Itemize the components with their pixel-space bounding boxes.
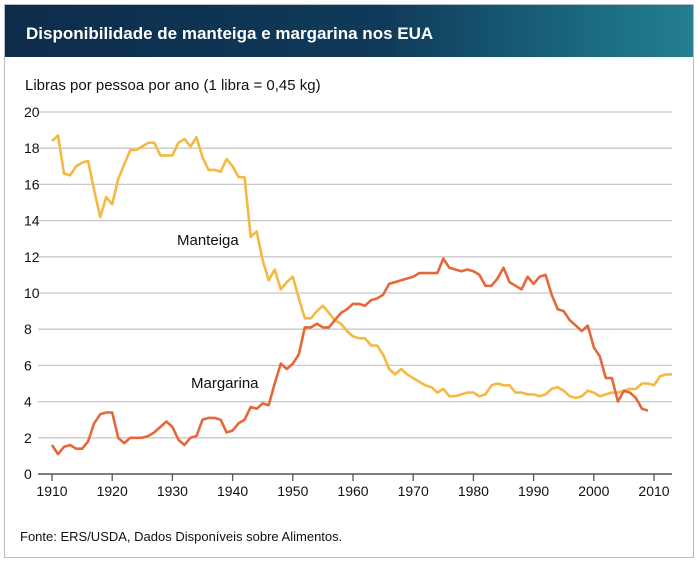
title-bar: Disponibilidade de manteiga e margarina … xyxy=(5,5,693,57)
x-tick-label: 1990 xyxy=(518,483,549,499)
chart-title: Disponibilidade de manteiga e margarina … xyxy=(26,24,434,43)
x-tick-label: 1970 xyxy=(398,483,429,499)
y-tick-label: 10 xyxy=(24,285,40,301)
x-tick-label: 1950 xyxy=(277,483,308,499)
y-tick-label: 0 xyxy=(24,466,32,482)
y-tick-label: 8 xyxy=(24,321,32,337)
x-tick-label: 2000 xyxy=(578,483,609,499)
x-tick-label: 1920 xyxy=(97,483,128,499)
series-label-margarina: Margarina xyxy=(191,375,259,392)
chart-frame xyxy=(4,4,694,558)
y-tick-label: 14 xyxy=(24,213,40,229)
y-tick-label: 16 xyxy=(24,176,40,192)
y-axis-label: Libras por pessoa por ano (1 libra = 0,4… xyxy=(25,77,321,94)
x-tick-label: 2010 xyxy=(638,483,669,499)
y-tick-label: 4 xyxy=(24,394,32,410)
x-tick-label: 1930 xyxy=(157,483,188,499)
series-label-manteiga: Manteiga xyxy=(177,232,239,249)
y-tick-label: 20 xyxy=(24,104,40,120)
source-note: Fonte: ERS/USDA, Dados Disponíveis sobre… xyxy=(20,529,343,544)
y-tick-label: 2 xyxy=(24,430,32,446)
x-tick-label: 1980 xyxy=(458,483,489,499)
y-tick-label: 18 xyxy=(24,140,40,156)
x-tick-label: 1960 xyxy=(337,483,368,499)
x-tick-label: 1940 xyxy=(217,483,248,499)
series-line-margarina xyxy=(50,257,649,456)
y-tick-label: 12 xyxy=(24,249,40,265)
series-line-manteiga xyxy=(51,134,673,400)
x-tick-label: 1910 xyxy=(36,483,67,499)
y-tick-label: 6 xyxy=(24,357,32,373)
